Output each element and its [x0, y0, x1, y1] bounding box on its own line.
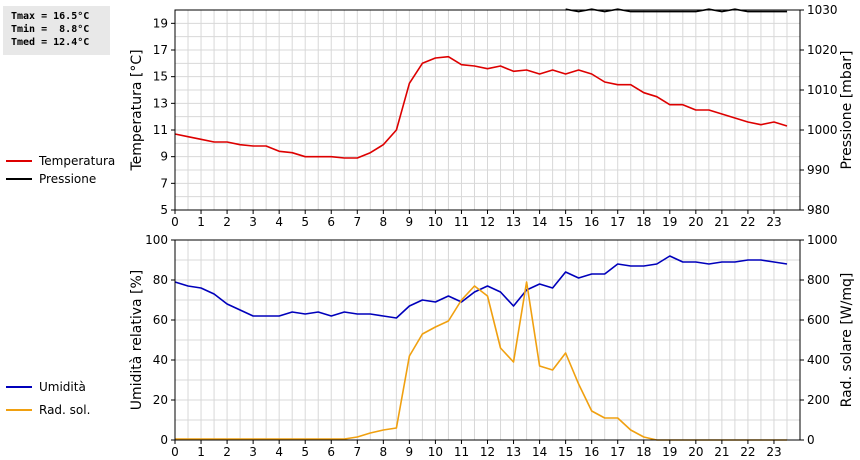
- x-tick-label: 14: [532, 215, 547, 229]
- x-tick-label: 17: [610, 445, 625, 459]
- chart-1: 0 1 2 3 4 5 6 7 8 9 10 11 12 13 14 15 16 17 18 19 20 21 22 2357…: [129, 3, 855, 229]
- tmin-text: Tmin = 8.8°C: [11, 24, 90, 35]
- y-right-tick-label: 1010: [807, 83, 838, 97]
- x-tick-label: 9: [406, 215, 414, 229]
- y-right-tick-label: 0: [807, 433, 815, 447]
- x-tick-label: 16: [584, 215, 599, 229]
- x-tick-label: 18: [636, 445, 651, 459]
- x-tick-label: 0: [171, 215, 179, 229]
- x-tick-label: 4: [275, 215, 283, 229]
- tmed-text: Tmed = 12.4°C: [11, 37, 90, 48]
- legend-label: Temperatura: [38, 154, 115, 168]
- x-tick-label: 11: [454, 215, 469, 229]
- x-tick-label: 21: [714, 215, 729, 229]
- y-left-tick-label: 5: [160, 203, 168, 217]
- x-tick-label: 23: [766, 215, 781, 229]
- y-left-tick-label: 100: [145, 233, 168, 247]
- y-left-tick-label: 19: [153, 16, 168, 30]
- y-left-tick-label: 60: [153, 313, 168, 327]
- legend-label: Umidità: [39, 380, 86, 394]
- y-left-tick-label: 13: [153, 96, 168, 110]
- x-tick-label: 4: [275, 445, 283, 459]
- x-tick-label: 16: [584, 445, 599, 459]
- tmax-text: Tmax = 16.5°C: [11, 11, 90, 22]
- stats-box: Tmax = 16.5°C Tmin = 8.8°C Tmed = 12.4°C: [3, 6, 110, 55]
- y-left-axis-title: Umidità relativa [%]: [129, 270, 145, 411]
- x-tick-label: 14: [532, 445, 547, 459]
- legend-label: Rad. sol.: [39, 403, 90, 417]
- x-tick-label: 22: [740, 445, 755, 459]
- x-tick-label: 15: [558, 445, 573, 459]
- y-right-tick-label: 1000: [807, 123, 838, 137]
- x-tick-label: 13: [506, 445, 521, 459]
- y-right-tick-label: 980: [807, 203, 830, 217]
- x-tick-label: 2: [223, 445, 231, 459]
- y-left-tick-label: 11: [153, 123, 168, 137]
- y-left-tick-label: 9: [160, 150, 168, 164]
- series-temperatura-line: [174, 55, 788, 159]
- y-right-tick-label: 1000: [807, 233, 838, 247]
- legend-label: Pressione: [39, 172, 96, 186]
- x-tick-label: 17: [610, 215, 625, 229]
- chart-2: 0 1 2 3 4 5 6 7 8 9 10 11 12 13 14 15 16 17 18 19 20 21 22 2302…: [129, 233, 855, 459]
- x-tick-label: 19: [662, 445, 677, 459]
- x-tick-label: 12: [480, 215, 495, 229]
- x-tick-label: 23: [766, 445, 781, 459]
- x-tick-label: 1: [197, 445, 205, 459]
- x-tick-label: 6: [327, 215, 335, 229]
- y-left-tick-label: 20: [153, 393, 168, 407]
- x-tick-label: 3: [249, 445, 257, 459]
- y-left-axis-title: Temperatura [°C]: [129, 49, 145, 171]
- x-tick-label: 13: [506, 215, 521, 229]
- y-left-tick-label: 7: [160, 176, 168, 190]
- y-left-tick-label: 17: [153, 43, 168, 57]
- x-tick-label: 5: [301, 215, 309, 229]
- x-tick-label: 20: [688, 445, 703, 459]
- x-tick-label: 2: [223, 215, 231, 229]
- y-right-tick-label: 990: [807, 163, 830, 177]
- y-left-tick-label: 0: [160, 433, 168, 447]
- series-umidit-line: [174, 255, 788, 319]
- y-left-tick-label: 80: [153, 273, 168, 287]
- x-tick-label: 15: [558, 215, 573, 229]
- y-right-tick-label: 800: [807, 273, 830, 287]
- x-tick-label: 10: [428, 215, 443, 229]
- y-right-axis-title: Pressione [mbar]: [839, 50, 855, 169]
- y-left-tick-label: 15: [153, 70, 168, 84]
- y-right-tick-label: 400: [807, 353, 830, 367]
- x-tick-label: 21: [714, 445, 729, 459]
- x-tick-label: 10: [428, 445, 443, 459]
- y-right-tick-label: 1020: [807, 43, 838, 57]
- x-tick-label: 7: [353, 445, 361, 459]
- x-tick-label: 11: [454, 445, 469, 459]
- y-right-tick-label: 200: [807, 393, 830, 407]
- x-tick-label: 1: [197, 215, 205, 229]
- x-tick-label: 6: [327, 445, 335, 459]
- x-tick-label: 22: [740, 215, 755, 229]
- x-tick-label: 0: [171, 445, 179, 459]
- x-tick-label: 8: [380, 445, 388, 459]
- y-left-tick-label: 40: [153, 353, 168, 367]
- x-tick-label: 9: [406, 445, 414, 459]
- y-right-tick-label: 600: [807, 313, 830, 327]
- x-tick-label: 18: [636, 215, 651, 229]
- x-tick-label: 19: [662, 215, 677, 229]
- x-tick-label: 20: [688, 215, 703, 229]
- y-right-tick-label: 1030: [807, 3, 838, 17]
- series-pressione-line: [565, 8, 787, 13]
- x-tick-label: 3: [249, 215, 257, 229]
- x-tick-label: 12: [480, 445, 495, 459]
- x-tick-label: 5: [301, 445, 309, 459]
- x-tick-label: 8: [380, 215, 388, 229]
- y-right-axis-title: Rad. solare [W/mq]: [839, 273, 855, 408]
- x-tick-label: 7: [353, 215, 361, 229]
